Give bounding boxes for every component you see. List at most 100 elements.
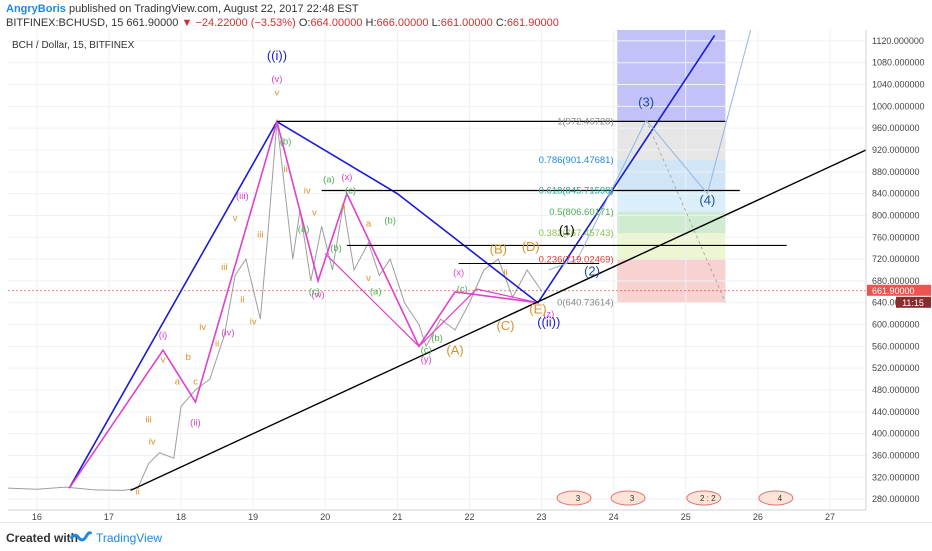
wave-label: ii <box>215 338 219 349</box>
y-tick-label: 560.000000 <box>872 341 920 351</box>
triangle-line <box>324 253 539 348</box>
wave-label: (b) <box>431 333 443 344</box>
wave-label: (ii) <box>190 417 201 428</box>
wave-label: (w) <box>311 289 324 300</box>
intermediate-wave-line <box>68 118 539 489</box>
wave-label: v <box>366 273 371 284</box>
wave-label: (a) <box>323 175 335 186</box>
wave-label: iii <box>145 415 151 426</box>
wave-label: (c) <box>345 186 356 197</box>
wave-label: iv <box>304 186 311 197</box>
fib-band <box>617 160 726 191</box>
fib-level-label: 0.618(845.71598) <box>539 186 614 197</box>
fib-labels: 1(972.46728) 0.786(901.47681) 0.618(845.71… <box>539 116 614 308</box>
event-count: 3 <box>576 494 581 503</box>
wave-label: v <box>275 87 280 98</box>
chart-title: BCH / Dollar, 15, BITFINEX <box>12 40 135 51</box>
primary-wave-line <box>68 35 716 489</box>
price-label: 661.90000 <box>872 286 915 296</box>
y-tick-label: 760.000000 <box>872 232 920 242</box>
tradingview-brand[interactable]: TradingView <box>96 531 163 545</box>
x-tick-label: 26 <box>753 512 763 522</box>
fib-level-label: 1(972.46728) <box>557 116 614 127</box>
wave-label: (iii) <box>236 191 249 202</box>
wave-label: iv <box>149 437 156 448</box>
wave-label: (4) <box>699 193 715 208</box>
y-tick-label: 440.000000 <box>872 407 920 417</box>
wave-label: (b) <box>330 243 342 254</box>
wave-label: (D) <box>522 239 540 254</box>
event-count: 2 : 2 <box>700 494 716 503</box>
wave-label: (C) <box>496 318 514 333</box>
axes: 280.000000 320.000000 360.000000 400.000000… <box>8 30 932 522</box>
wave-label: b <box>186 352 191 363</box>
price-change: −24.22000 (−3.53%) <box>195 17 296 29</box>
event-count: 3 <box>630 494 635 503</box>
y-tick-label: 600.000000 <box>872 320 920 330</box>
author-link[interactable]: AngryBoris <box>6 3 66 15</box>
x-tick-label: 22 <box>464 512 474 522</box>
created-with-text: Created with <box>6 531 79 545</box>
x-tick-label: 24 <box>609 512 619 522</box>
open-value: 664.00000 <box>310 17 363 29</box>
event-count: 4 <box>778 494 783 503</box>
wave-label: ii <box>283 164 287 175</box>
y-tick-label: 520.000000 <box>872 363 920 373</box>
x-tick-label: 25 <box>681 512 691 522</box>
economic-event-badge <box>758 490 794 506</box>
wave-label: iii <box>221 262 227 273</box>
y-tick-label: 840.000000 <box>872 189 920 199</box>
x-tick-label: 23 <box>537 512 547 522</box>
close-value: 661.90000 <box>506 17 559 29</box>
price-chart[interactable]: 1(972.46728) 0.786(901.47681) 0.618(845.71… <box>0 30 932 522</box>
fib-band <box>617 190 726 212</box>
wave-label: iii <box>257 229 263 240</box>
fib-bands <box>617 30 726 303</box>
fib-level-label: 0.236(719.02469) <box>539 255 614 266</box>
x-tick-label: 21 <box>392 512 402 522</box>
wave-labels: ((i)) (v) v (iii) (i) (ii) (iv) (w) (x) (y) (x) (z)… <box>136 48 716 498</box>
y-tick-label: 1080.000000 <box>872 58 925 68</box>
ohlc-row: BITFINEX:BCHUSD, 15 661.90000 ▼ −24.2200… <box>6 17 559 29</box>
wave-label: a <box>175 377 181 388</box>
y-tick-label: 720.000000 <box>872 254 920 264</box>
wave-label: v <box>161 355 166 366</box>
y-tick-label: 280.000000 <box>872 494 920 504</box>
y-tick-label: 680.000000 <box>872 276 920 286</box>
wave-label: ii <box>240 295 244 306</box>
footer: Created with TradingView <box>0 522 932 551</box>
x-tick-label: 16 <box>32 512 42 522</box>
wave-label: (iv) <box>221 327 234 338</box>
high-value: 666.00000 <box>376 17 429 29</box>
wave-label: (b) <box>280 137 292 148</box>
low-value: 661.00000 <box>440 17 493 29</box>
y-tick-label: 800.000000 <box>872 210 920 220</box>
wave-label: (2) <box>584 263 600 278</box>
wave-label: (c) <box>309 287 320 298</box>
wave-label: ii <box>503 267 507 278</box>
x-tick-label: 17 <box>104 512 114 522</box>
x-tick-label: 18 <box>176 512 186 522</box>
wave-label: (a) <box>370 287 382 298</box>
high-label: H: <box>365 17 377 29</box>
wave-label: (1) <box>559 223 575 238</box>
close-label: C: <box>495 17 507 29</box>
down-arrow-icon: ▼ <box>181 17 193 29</box>
low-label: L: <box>431 17 441 29</box>
time-label-bg <box>896 296 931 308</box>
drawing-lines <box>68 30 867 491</box>
economic-event-badge <box>556 490 592 506</box>
y-tick-label: 1120.000000 <box>872 36 924 46</box>
tradingview-logo-icon <box>70 531 92 542</box>
wave-label: ii <box>341 202 345 213</box>
wave-label: (b) <box>384 216 396 227</box>
symbol-label: BITFINEX:BCHUSD, 15 <box>6 17 124 29</box>
wave-label: (x) <box>453 267 464 278</box>
price-series <box>7 121 866 491</box>
wave-label: v <box>312 207 317 218</box>
y-tick-label: 960.000000 <box>872 123 920 133</box>
y-tick-label: 400.000000 <box>872 429 920 439</box>
support-trendline <box>130 149 867 491</box>
fib-level-label: 0.5(806.60171) <box>549 207 613 218</box>
wave-label: (x) <box>341 172 352 183</box>
